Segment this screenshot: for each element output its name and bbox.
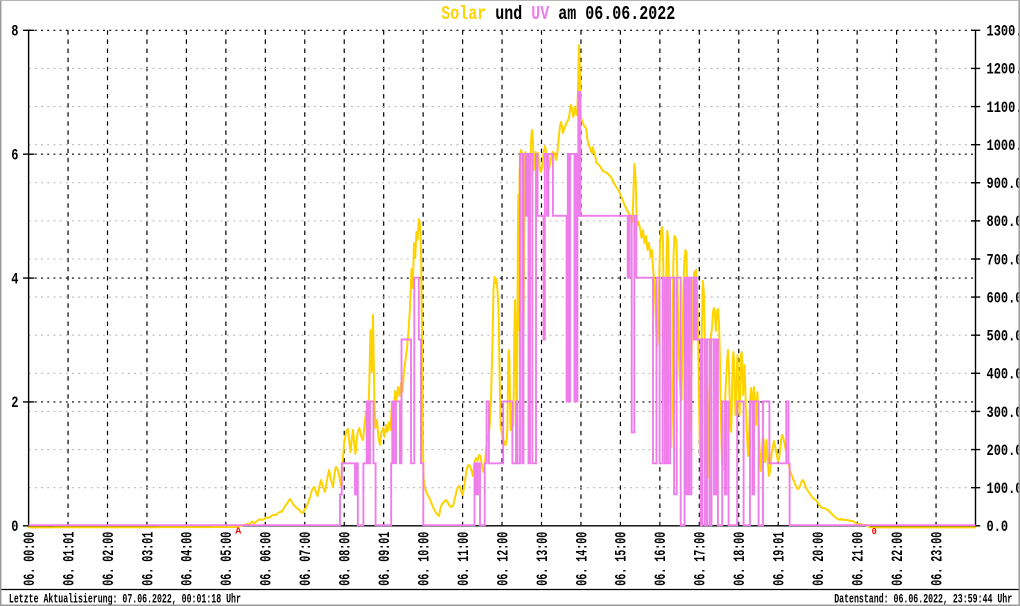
svg-text:06. 23:00: 06. 23:00 <box>928 532 946 586</box>
svg-text:06. 16:00: 06. 16:00 <box>652 532 670 586</box>
svg-text:1100.0: 1100.0 <box>987 99 1020 117</box>
svg-text:06. 03:01: 06. 03:01 <box>139 532 157 586</box>
svg-text:1300.0: 1300.0 <box>987 23 1020 41</box>
svg-text:500.0: 500.0 <box>987 328 1020 346</box>
svg-text:06. 22:00: 06. 22:00 <box>889 532 907 586</box>
svg-text:am 06.06.2022: am 06.06.2022 <box>558 3 675 25</box>
svg-text:1000.0: 1000.0 <box>987 137 1020 155</box>
svg-text:A: A <box>235 527 242 537</box>
svg-text:06. 10:00: 06. 10:00 <box>415 532 433 586</box>
svg-text:0: 0 <box>872 527 877 537</box>
svg-text:200.0: 200.0 <box>987 442 1020 460</box>
svg-text:06. 08:00: 06. 08:00 <box>337 532 355 586</box>
svg-text:06. 01:01: 06. 01:01 <box>60 532 78 586</box>
svg-text:0.0: 0.0 <box>987 518 1009 536</box>
svg-text:06. 06:00: 06. 06:00 <box>258 532 276 586</box>
svg-text:06. 19:01: 06. 19:01 <box>771 532 789 586</box>
svg-text:100.0: 100.0 <box>987 480 1020 498</box>
svg-text:900.0: 900.0 <box>987 175 1020 193</box>
svg-text:UV: UV <box>531 3 549 25</box>
svg-text:06. 20:00: 06. 20:00 <box>810 532 828 586</box>
svg-text:1200.0: 1200.0 <box>987 61 1020 79</box>
svg-text:800.0: 800.0 <box>987 213 1020 231</box>
svg-text:06. 07:00: 06. 07:00 <box>297 532 315 586</box>
svg-text:06. 12:00: 06. 12:00 <box>494 532 512 586</box>
svg-text:Solar: Solar <box>441 3 486 25</box>
svg-text:600.0: 600.0 <box>987 289 1020 307</box>
svg-text:06. 18:00: 06. 18:00 <box>731 532 749 586</box>
svg-text:06. 15:00: 06. 15:00 <box>613 532 631 586</box>
svg-text:und: und <box>495 3 522 25</box>
svg-text:8: 8 <box>11 23 18 41</box>
svg-text:4: 4 <box>11 270 18 288</box>
svg-text:06. 11:00: 06. 11:00 <box>455 532 473 586</box>
svg-text:6: 6 <box>11 147 18 165</box>
svg-text:0: 0 <box>11 518 18 536</box>
svg-text:06. 09:01: 06. 09:01 <box>376 532 394 586</box>
svg-text:300.0: 300.0 <box>987 404 1020 422</box>
svg-text:400.0: 400.0 <box>987 366 1020 384</box>
svg-text:06. 13:00: 06. 13:00 <box>534 532 552 586</box>
svg-text:06. 17:00: 06. 17:00 <box>692 532 710 586</box>
svg-text:700.0: 700.0 <box>987 251 1020 269</box>
svg-text:2: 2 <box>11 394 18 412</box>
svg-text:06. 21:00: 06. 21:00 <box>849 532 867 586</box>
svg-text:Letzte Aktualisierung: 07.06.2: Letzte Aktualisierung: 07.06.2022, 00:01… <box>9 591 241 606</box>
svg-text:06. 02:00: 06. 02:00 <box>100 532 118 586</box>
svg-text:06. 14:00: 06. 14:00 <box>573 532 591 586</box>
svg-text:06. 00:00: 06. 00:00 <box>21 532 39 586</box>
svg-text:Datenstand: 06.06.2022, 23:59:: Datenstand: 06.06.2022, 23:59:44 Uhr <box>834 591 1012 606</box>
svg-text:06. 05:00: 06. 05:00 <box>218 532 236 586</box>
svg-text:06. 04:00: 06. 04:00 <box>179 532 197 586</box>
